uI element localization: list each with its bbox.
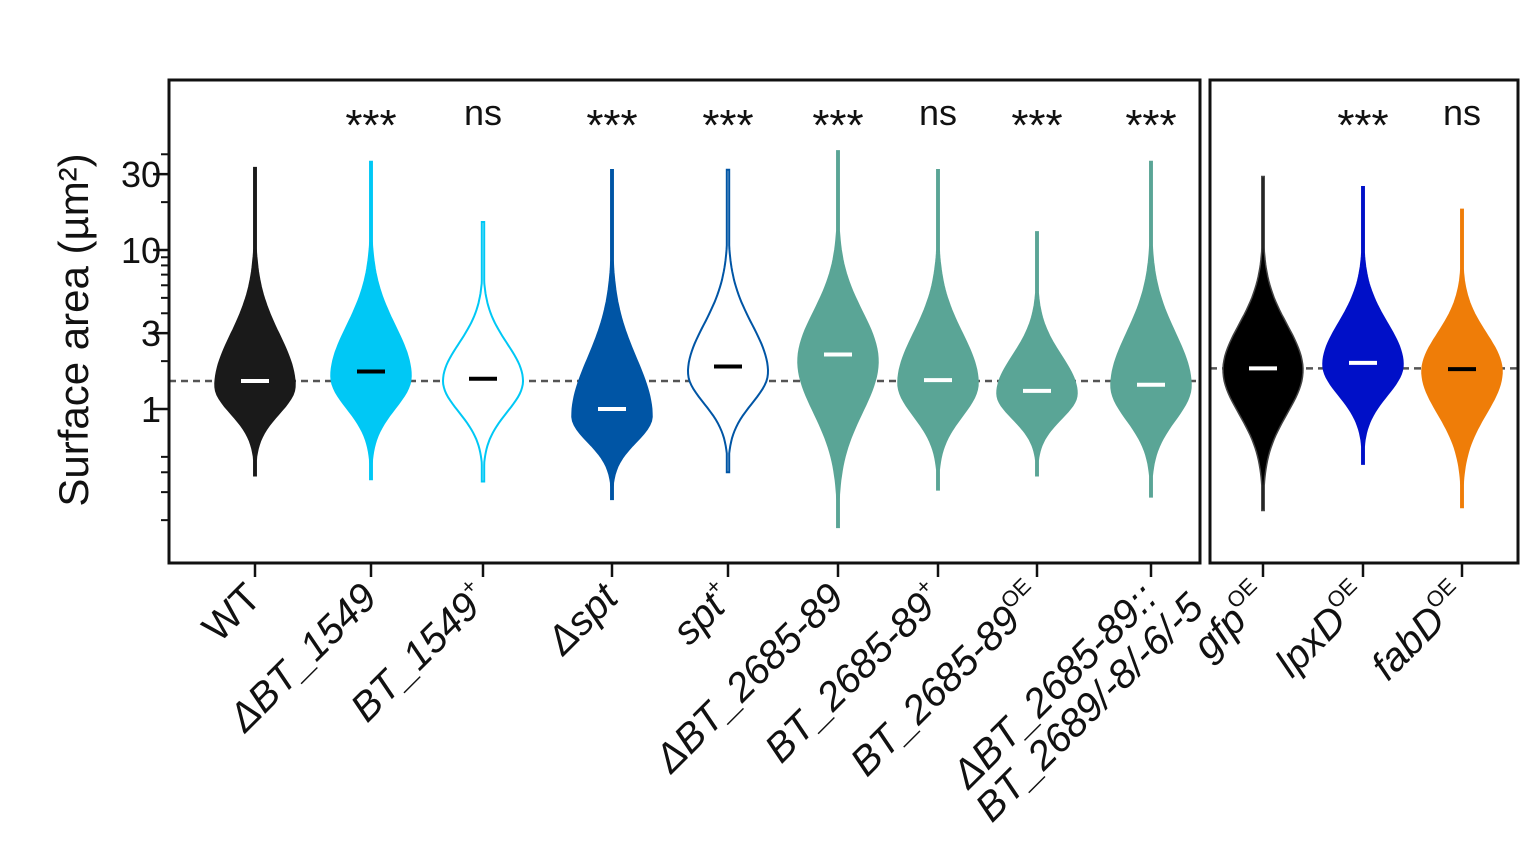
panel-frame bbox=[167, 78, 1202, 565]
violin bbox=[686, 168, 770, 474]
category-label: lpxDOE bbox=[1265, 573, 1377, 685]
significance-label: ns bbox=[919, 92, 957, 133]
category-label: spt+ bbox=[662, 573, 742, 653]
y-tick-label: 3 bbox=[141, 313, 161, 354]
significance-label: *** bbox=[1125, 101, 1176, 150]
y-axis-title: Surface area (µm²) bbox=[50, 153, 97, 506]
violin bbox=[996, 231, 1078, 477]
significance-label: *** bbox=[586, 101, 637, 150]
category-text: spt+ bbox=[662, 573, 742, 653]
violin bbox=[1322, 185, 1404, 465]
y-axis: 1 3 10 30 bbox=[121, 153, 169, 522]
category-text: Δspt bbox=[538, 574, 628, 664]
violin bbox=[897, 168, 979, 491]
y-tick-label: 1 bbox=[141, 389, 161, 430]
violin bbox=[441, 221, 525, 483]
category-label: WT bbox=[194, 575, 269, 650]
violin bbox=[214, 166, 296, 477]
category-label: fabDOE bbox=[1361, 573, 1476, 688]
category-label: Δspt bbox=[538, 574, 628, 664]
panel-1: *** ns *** *** *** ns *** *** bbox=[167, 78, 1202, 577]
violin bbox=[1110, 160, 1192, 498]
violin bbox=[571, 168, 653, 501]
significance-label: *** bbox=[1011, 101, 1062, 150]
violin bbox=[1421, 208, 1503, 509]
violin bbox=[797, 150, 879, 529]
y-tick-label: 30 bbox=[121, 154, 161, 195]
y-tick-label: 10 bbox=[121, 230, 161, 271]
panel-2: *** ns bbox=[1208, 78, 1520, 577]
category-text: lpxDOE bbox=[1265, 573, 1377, 685]
category-text: WT bbox=[194, 575, 269, 650]
significance-label: ns bbox=[1443, 92, 1481, 133]
violin bbox=[330, 160, 412, 481]
category-label: ΔBT_2685-89::BT_2689/-8/-6/-5 bbox=[943, 575, 1212, 830]
significance-label: ns bbox=[464, 92, 502, 133]
significance-label: *** bbox=[1337, 101, 1388, 150]
plot-panels: *** ns *** *** *** ns *** *** *** ns bbox=[167, 78, 1520, 577]
significance-label: *** bbox=[345, 101, 396, 150]
panel-frame bbox=[1208, 78, 1520, 565]
significance-label: *** bbox=[702, 101, 753, 150]
significance-label: *** bbox=[812, 101, 863, 150]
category-text: fabDOE bbox=[1361, 573, 1476, 688]
violin bbox=[1222, 175, 1304, 512]
